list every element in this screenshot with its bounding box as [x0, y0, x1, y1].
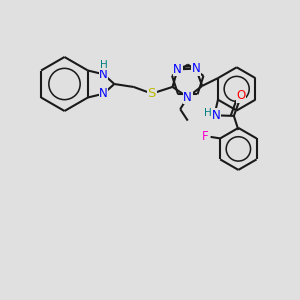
Text: H: H [100, 60, 108, 70]
Text: O: O [236, 89, 245, 102]
Text: S: S [148, 87, 156, 100]
Text: N: N [191, 62, 200, 75]
Text: N: N [173, 63, 182, 76]
Text: N: N [212, 109, 220, 122]
Text: F: F [202, 130, 208, 143]
Text: N: N [99, 87, 108, 100]
Text: N: N [99, 68, 108, 81]
Text: H: H [204, 108, 212, 118]
Text: N: N [183, 91, 192, 104]
